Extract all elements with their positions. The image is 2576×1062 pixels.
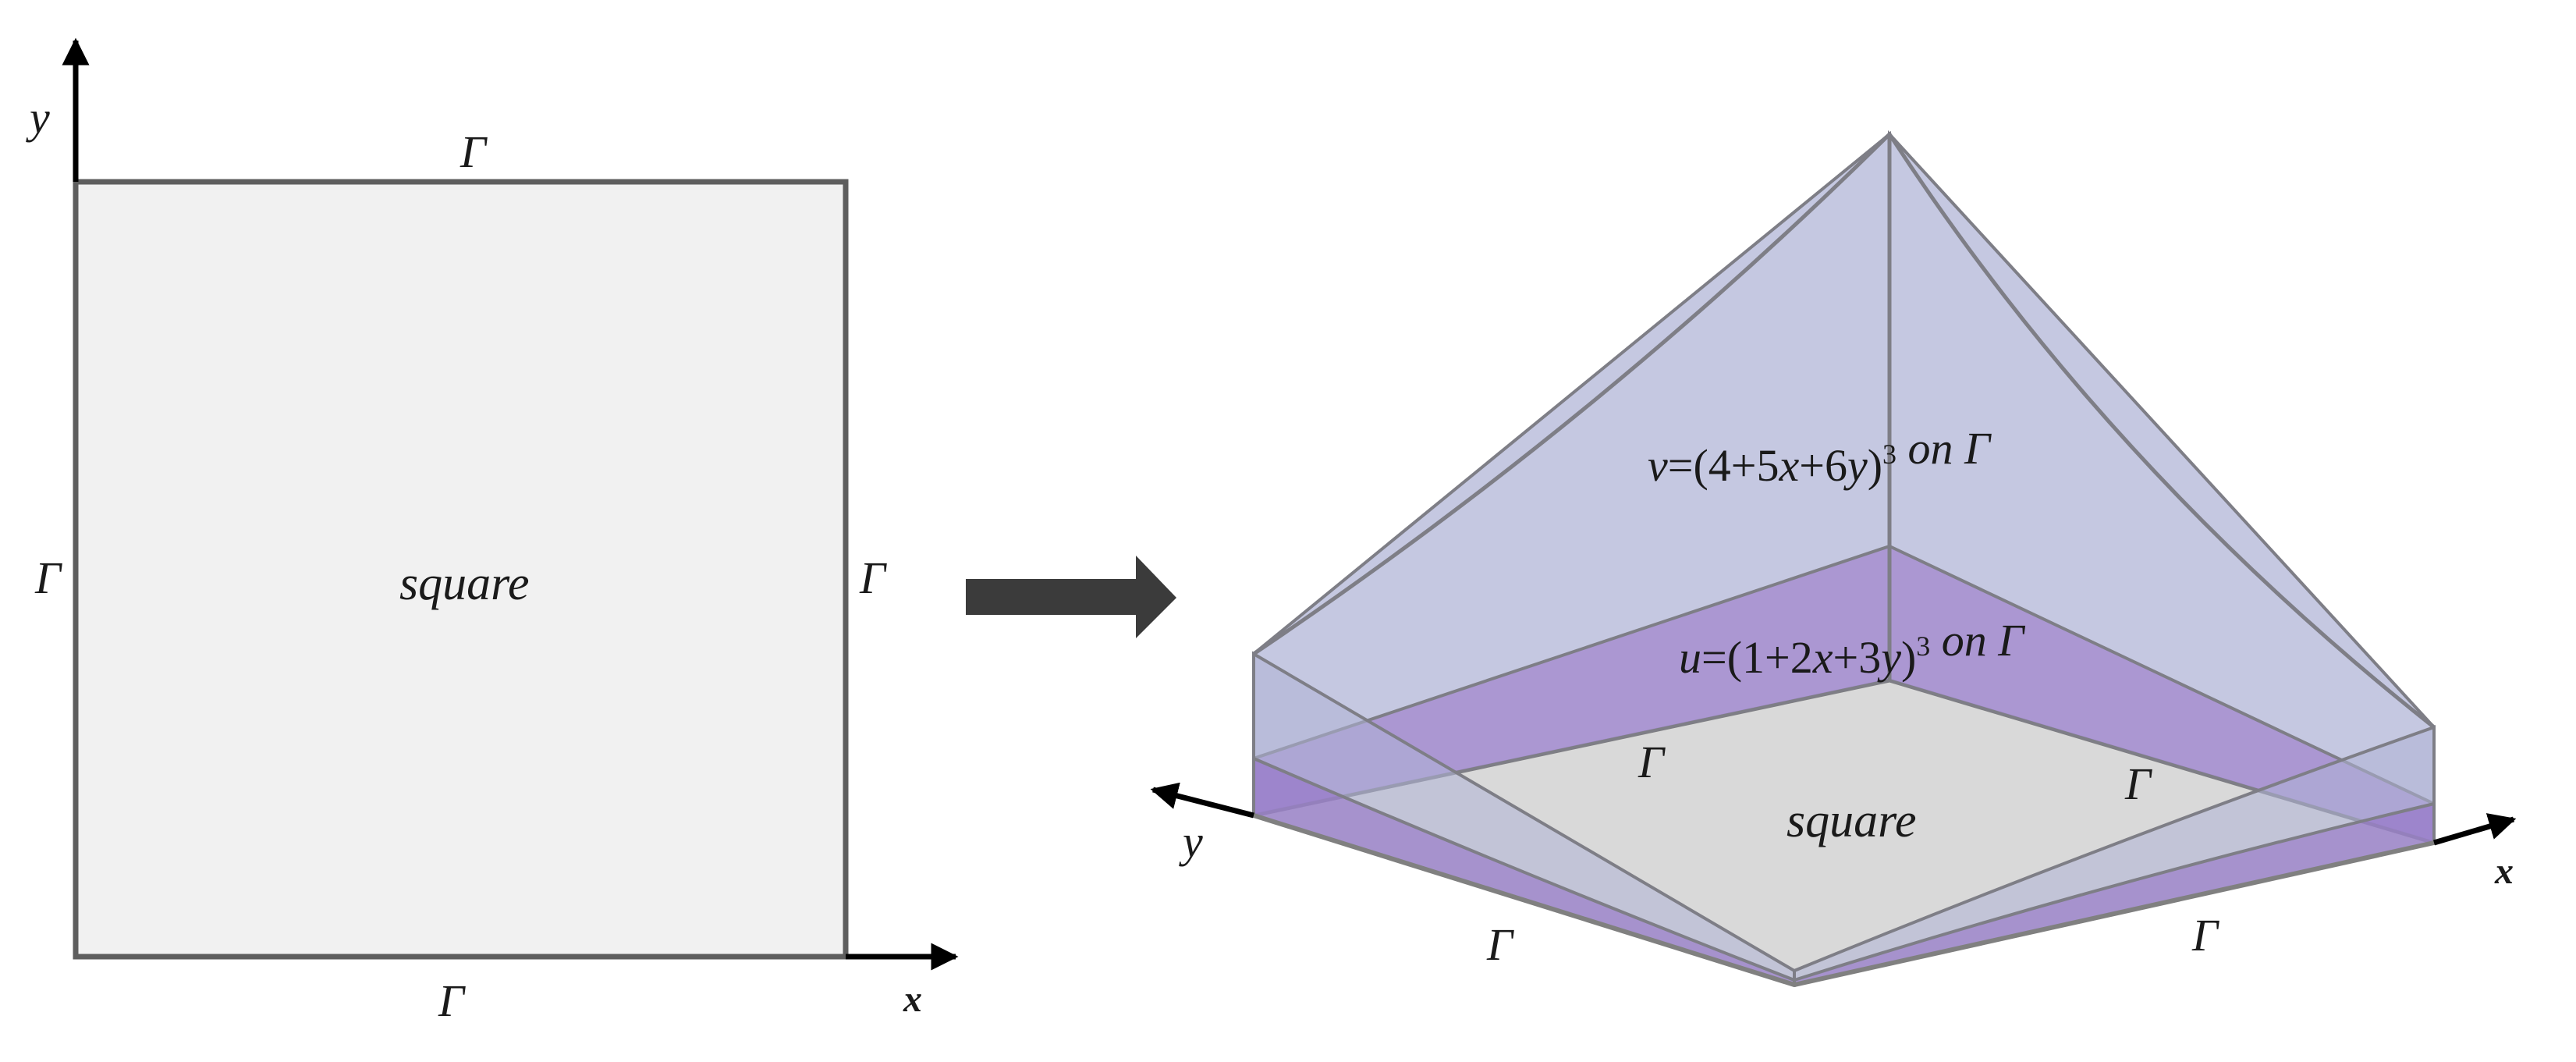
boundary-bottom-label: Γ <box>438 975 466 1026</box>
v-eq-lhs-const: =(4+5 <box>1668 440 1779 491</box>
x-axis-label: x <box>903 979 922 1020</box>
u-eq-on-word: on <box>1930 615 1998 666</box>
boundary-left-label: Γ <box>34 552 62 603</box>
x-axis-label-3d: x <box>2494 851 2514 892</box>
u-eq-close-paren: ) <box>1901 632 1916 683</box>
v-surface-front-right <box>1793 725 2436 987</box>
u-eq-gamma: Γ <box>1997 615 2025 666</box>
v-eq-close-paren: ) <box>1868 440 1882 491</box>
region-label-3d: square <box>1787 794 1916 847</box>
v-eq-y-var: y <box>1843 440 1868 491</box>
transform-arrow-icon <box>966 556 1176 638</box>
region-label: square <box>399 557 529 610</box>
boundary-right-near-label: Γ <box>2191 910 2219 961</box>
u-eq-lhs-var: u <box>1679 632 1701 683</box>
v-eq-x-var: x <box>1778 440 1799 491</box>
v-eq-on-word: on <box>1897 423 1964 474</box>
y-axis-label-3d: y <box>1179 816 1203 867</box>
u-eq-exponent: 3 <box>1916 630 1930 662</box>
u-eq-x-var: x <box>1812 632 1833 683</box>
boundary-left-far-label: Γ <box>1637 737 1666 787</box>
u-surface-front-right <box>1793 801 2436 987</box>
v-boundary-equation: v=(4+5x+6y)3 on Γ <box>1648 423 1992 491</box>
base-square-edge <box>1253 813 2435 988</box>
v-eq-exponent: 3 <box>1882 439 1897 470</box>
boundary-top-label: Γ <box>459 126 488 177</box>
boundary-left-near-label: Γ <box>1486 919 1514 970</box>
boundary-right-label: Γ <box>859 552 887 603</box>
v-eq-lhs-var: v <box>1648 440 1668 491</box>
u-eq-lhs-const: =(1+2 <box>1701 632 1813 683</box>
u-surface-front-left <box>1252 755 1796 987</box>
y-axis-label: y <box>26 92 50 143</box>
v-eq-mid-const: +6 <box>1799 440 1847 491</box>
right-panel: y x square Γ Γ Γ Γ v=(4+5x+6y)3 on Γ u=(… <box>1150 130 2517 988</box>
x-axis-arrow-3d <box>2433 813 2517 846</box>
square-region <box>73 179 849 960</box>
v-eq-gamma: Γ <box>1964 423 1992 474</box>
y-axis-arrow-3d <box>1150 782 1254 819</box>
u-eq-mid-const: +3 <box>1833 632 1881 683</box>
boundary-right-far-label: Γ <box>2124 758 2152 809</box>
v-surface-edge-left <box>1252 133 1891 656</box>
v-surface-edge-right <box>1887 133 2436 729</box>
left-panel: y x Γ Γ Γ Γ square <box>26 37 959 1026</box>
u-boundary-equation: u=(1+2x+3y)3 on Γ <box>1679 615 2025 683</box>
u-eq-y-var: y <box>1877 632 1901 683</box>
v-surface-front-left <box>1252 651 1796 987</box>
